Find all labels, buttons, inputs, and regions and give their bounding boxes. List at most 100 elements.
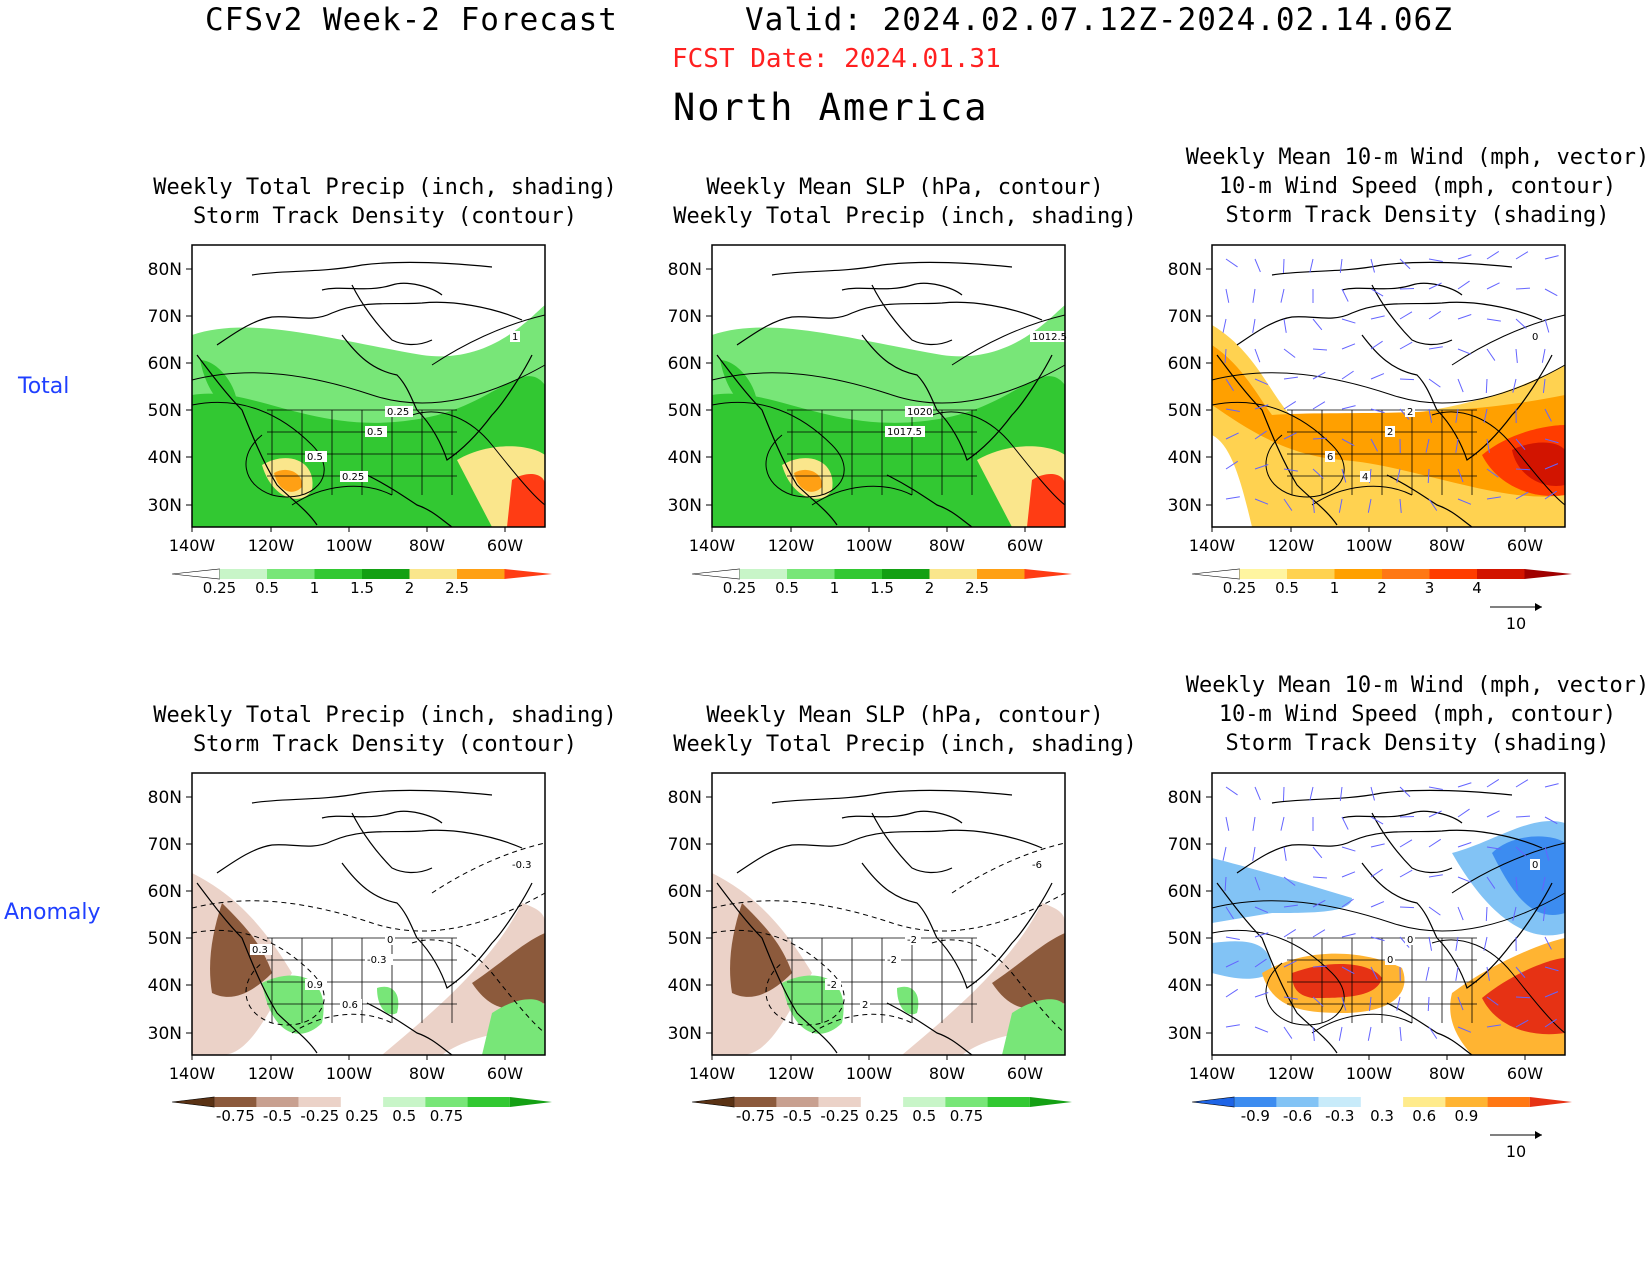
- wind-vector: [1312, 468, 1324, 479]
- lon-tick-label: 120W: [248, 536, 295, 555]
- lat-tick-label: 40N: [148, 976, 182, 996]
- wind-vector: [1370, 936, 1385, 942]
- contour-line: [951, 314, 1066, 366]
- colorbar-swatch: [1334, 569, 1382, 579]
- wind-vector: [1512, 378, 1517, 393]
- wind-vector: [1486, 318, 1501, 322]
- lon-tick-label: 140W: [1189, 536, 1236, 555]
- contour-label: -0.3: [512, 860, 532, 871]
- colorbar-label: 0.25: [865, 1107, 898, 1125]
- wind-vector: [1544, 816, 1558, 825]
- wind-vector: [1486, 1024, 1501, 1028]
- wind-vector: [1341, 468, 1347, 483]
- wind-vector: [1396, 468, 1401, 483]
- colorbar-swatch: [929, 569, 977, 579]
- panel-title-line: Weekly Mean 10-m Wind (mph, vector): [1185, 145, 1650, 170]
- wind-vector: [1312, 318, 1323, 331]
- wind-vector: [1428, 258, 1443, 262]
- wind-vector: [1544, 966, 1559, 972]
- coastline: [416, 882, 533, 989]
- wind-vector: [1515, 876, 1518, 891]
- lon-tick-label: 120W: [1268, 1064, 1315, 1083]
- panel-title-line: Storm Track Density (shading): [1225, 731, 1610, 756]
- wind-vector: [1485, 378, 1488, 394]
- contour-label: -6: [1032, 860, 1042, 871]
- colorbar-swatch: [1382, 569, 1430, 579]
- wind-vector: [1399, 786, 1411, 798]
- wind-vector: [1254, 958, 1267, 968]
- wind-vector: [1486, 810, 1500, 818]
- wind-vector: [1428, 378, 1441, 388]
- colorbar-swatch: [1477, 569, 1525, 579]
- shading-region: [1002, 999, 1065, 1055]
- contour-label-bg: [1360, 471, 1370, 482]
- wind-vector: [1370, 408, 1385, 414]
- lon-tick-label: 80W: [929, 536, 965, 555]
- lon-tick-label: 60W: [1007, 1064, 1043, 1083]
- lat-tick-label: 50N: [148, 929, 182, 949]
- wind-vector: [1252, 318, 1256, 333]
- coastline: [1386, 474, 1473, 528]
- coastline: [871, 284, 953, 346]
- wind-vector: [1515, 1019, 1529, 1028]
- wind-vector: [1341, 343, 1356, 350]
- coastline: [1436, 354, 1553, 461]
- lon-tick-label: 60W: [1507, 1064, 1543, 1083]
- colorbar-swatch: [1287, 569, 1335, 579]
- lat-tick-label: 60N: [668, 882, 702, 902]
- lon-tick-label: 100W: [326, 536, 373, 555]
- wind-vector: [1515, 251, 1529, 260]
- wind-vector: [1515, 468, 1531, 471]
- colorbar-label: 0.9: [1455, 1107, 1479, 1125]
- wind-vector: [1457, 254, 1472, 260]
- coastline: [841, 810, 963, 824]
- wind-vector: [1544, 463, 1559, 470]
- contour-label: 0.3: [252, 945, 268, 956]
- wind-vector: [1542, 906, 1546, 921]
- wind-vector: [1515, 966, 1526, 979]
- contour-line: [411, 411, 546, 506]
- contour-label: 6: [1327, 452, 1333, 463]
- colorbar-label: -0.6: [1283, 1107, 1312, 1125]
- wind-vector: [1512, 906, 1517, 921]
- panel-title-line: 10-m Wind Speed (mph, contour): [1218, 174, 1617, 199]
- coastline: [366, 1002, 453, 1056]
- contour-label-bg: [1030, 859, 1046, 870]
- contour-line: [1451, 314, 1566, 366]
- map-panel-anom-slp: Weekly Mean SLP (hPa, contour) Weekly Tot…: [665, 673, 1185, 1233]
- map-area: -0.30-0.30.90.60.380N70N60N50N40N30N140W…: [148, 772, 546, 1083]
- wind-vector: [1370, 786, 1375, 801]
- lon-tick-label: 60W: [1507, 536, 1543, 555]
- wind-vector: [1370, 901, 1385, 908]
- wind-vector: [1486, 438, 1490, 453]
- colorbar: -0.9 -0.6 -0.3 0.3 0.6 0.9: [1191, 1096, 1572, 1125]
- wind-vector: [1309, 258, 1314, 273]
- coastline: [1386, 1002, 1473, 1056]
- wind-vector: [1455, 966, 1459, 981]
- wind-vector: [1254, 786, 1261, 801]
- contour-line: [191, 892, 546, 932]
- colorbar-swatch: [1360, 1097, 1404, 1107]
- wind-vector: [1486, 778, 1500, 788]
- wind-vector: [1515, 815, 1531, 818]
- lat-tick-label: 70N: [668, 307, 702, 327]
- contour-label-bg: [860, 999, 870, 1010]
- colorbar-swatch: [409, 569, 457, 579]
- wind-vector: [1428, 786, 1443, 790]
- contour-label: 0.25: [342, 472, 364, 483]
- wind-vector: [1457, 1026, 1472, 1033]
- region-title: North America: [673, 86, 989, 129]
- colorbar-swatch: [882, 569, 930, 579]
- wind-vector: [1370, 438, 1378, 452]
- wind-vector: [1368, 996, 1372, 1011]
- wind-vector: [1455, 408, 1459, 423]
- contour-label-bg: [305, 451, 327, 462]
- lon-tick-label: 100W: [1346, 536, 1393, 555]
- coastline: [771, 261, 1013, 276]
- contour-line: [711, 401, 845, 498]
- wind-vector: [1282, 258, 1285, 274]
- lat-tick-label: 80N: [148, 260, 182, 280]
- coastline: [1341, 810, 1463, 824]
- colorbar-swatch: [987, 1097, 1030, 1107]
- wind-vector: [1225, 1024, 1240, 1028]
